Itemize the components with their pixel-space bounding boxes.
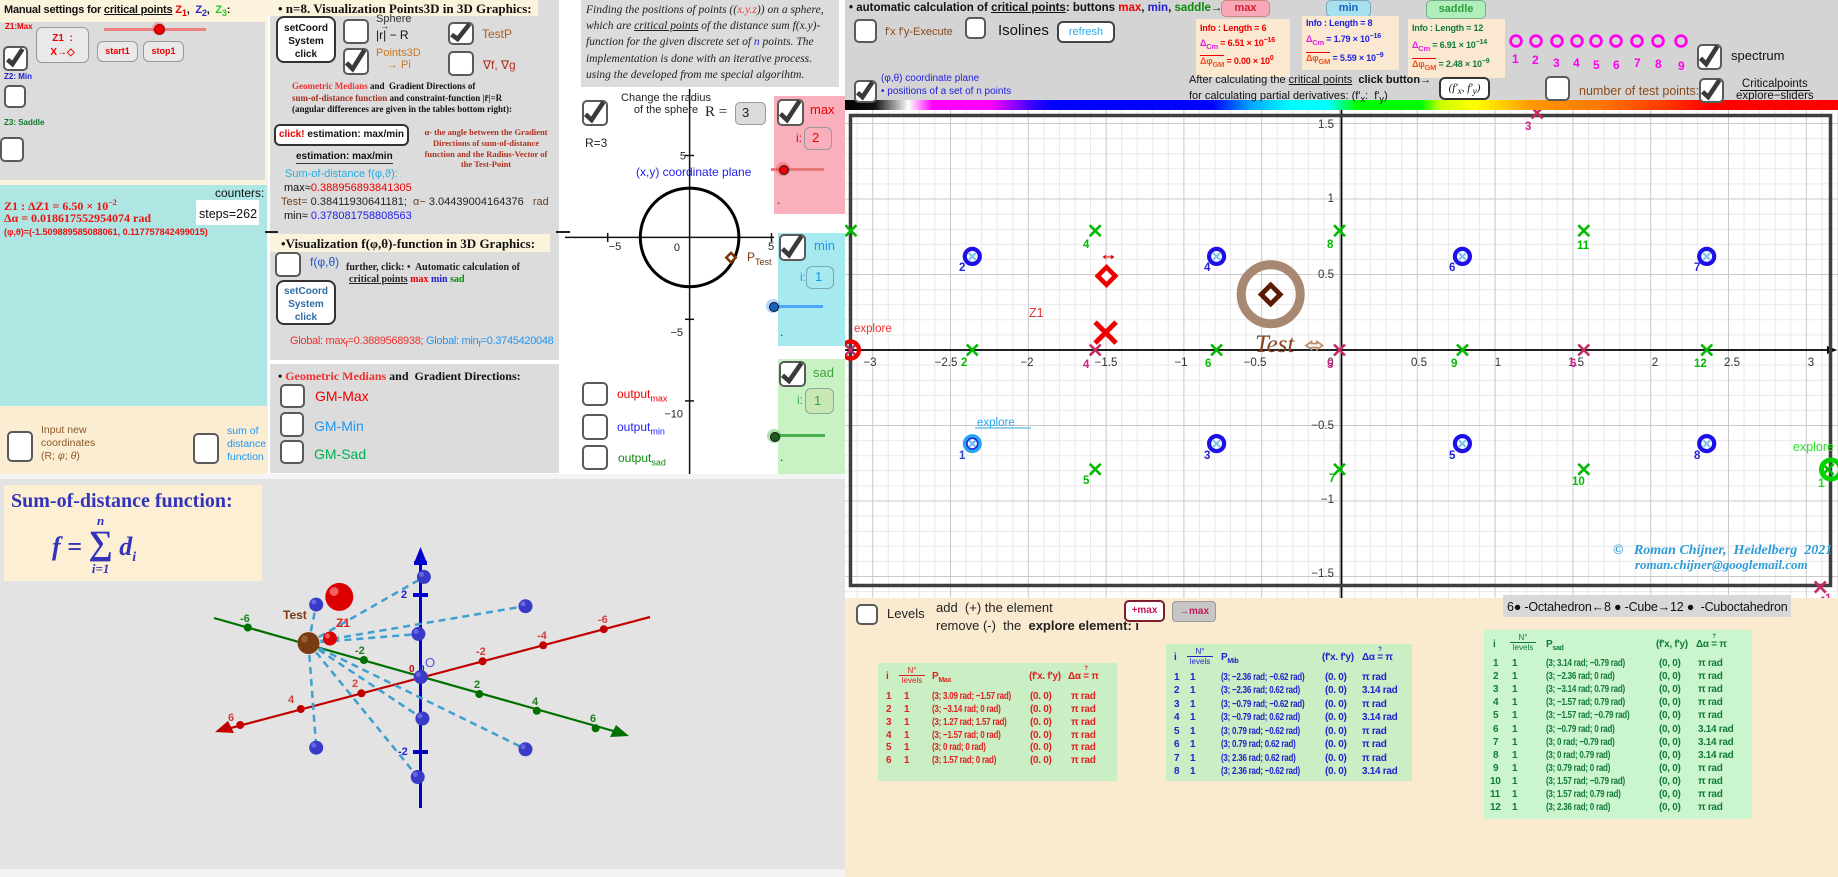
svg-text:3: 3 (1808, 357, 1814, 369)
svg-text:-4: -4 (537, 630, 548, 642)
svg-text:7: 7 (1634, 56, 1641, 70)
svg-text:2: 2 (959, 262, 965, 274)
svg-text:−5: −5 (609, 241, 622, 253)
svg-text:3: 3 (1204, 450, 1210, 462)
svg-text:5: 5 (1083, 475, 1090, 487)
svg-text:0.5: 0.5 (1318, 269, 1334, 281)
svg-text:0: 0 (1327, 357, 1333, 369)
svg-text:Z1: Z1 (1029, 306, 1044, 320)
svg-text:explore: explore (854, 323, 892, 335)
svg-text:-2: -2 (476, 646, 486, 658)
svg-text:4: 4 (532, 696, 539, 708)
svg-text:4: 4 (1083, 359, 1090, 371)
svg-text:4: 4 (1083, 239, 1090, 251)
svg-text:6: 6 (1570, 358, 1576, 370)
svg-text:0.5: 0.5 (1411, 357, 1427, 369)
svg-text:4: 4 (288, 694, 295, 706)
svg-text:-6: -6 (240, 613, 250, 625)
svg-text:−10: −10 (664, 409, 683, 421)
svg-text:2: 2 (1532, 53, 1539, 67)
svg-text:1.5: 1.5 (1568, 357, 1584, 369)
svg-text:9: 9 (1451, 358, 1457, 370)
svg-text:−0.5: −0.5 (1244, 357, 1267, 369)
svg-text:explore: explore (977, 417, 1015, 429)
svg-text:−5: −5 (670, 327, 683, 339)
svg-text:Test: Test (283, 608, 307, 622)
svg-text:2: 2 (352, 678, 358, 690)
svg-text:8: 8 (1655, 57, 1662, 71)
svg-text:−3: −3 (863, 357, 876, 369)
svg-text:−1.5: −1.5 (1311, 568, 1334, 580)
svg-text:5: 5 (768, 241, 774, 253)
svg-text:9: 9 (1678, 59, 1685, 73)
svg-text:12: 12 (1694, 358, 1707, 370)
svg-text:6: 6 (1205, 358, 1211, 370)
svg-text:-6: -6 (598, 614, 608, 626)
svg-text:5: 5 (1449, 450, 1456, 462)
svg-text:5: 5 (680, 151, 686, 163)
svg-text:10: 10 (1572, 476, 1585, 488)
svg-text:-2: -2 (355, 645, 365, 657)
svg-text:−2: −2 (1020, 357, 1033, 369)
svg-text:6: 6 (590, 713, 596, 725)
svg-text:6: 6 (1449, 262, 1455, 274)
svg-text:1: 1 (1495, 357, 1501, 369)
svg-text:1: 1 (1328, 193, 1334, 205)
svg-text:© Roman Chijner, Heidelberg: © Roman Chijner, Heidelberg 2021 (1613, 543, 1832, 558)
svg-text:-2: -2 (398, 746, 408, 758)
svg-text:0: 0 (419, 664, 425, 675)
svg-text:5: 5 (1327, 359, 1334, 371)
svg-text:4: 4 (1204, 262, 1211, 274)
svg-text:0: 0 (674, 242, 680, 254)
svg-text:0: 0 (409, 664, 415, 675)
svg-text:1: 1 (959, 450, 966, 462)
svg-text:4: 4 (1573, 56, 1580, 70)
svg-text:Test: Test (1255, 331, 1295, 358)
svg-text:2: 2 (961, 357, 967, 369)
svg-text:3: 3 (1553, 56, 1560, 70)
svg-text:2: 2 (474, 679, 480, 691)
svg-text:−1: −1 (1174, 357, 1187, 369)
svg-text:3: 3 (1525, 121, 1531, 133)
svg-text:1: 1 (1818, 476, 1825, 490)
svg-text:−2.5: −2.5 (935, 357, 958, 369)
svg-text:Z1: Z1 (336, 616, 350, 630)
svg-text:−1.5: −1.5 (1095, 357, 1118, 369)
svg-text:roman.chijner@googlemail.com: roman.chijner@googlemail.com (1635, 557, 1808, 572)
svg-text:8: 8 (1327, 239, 1334, 251)
svg-text:2: 2 (1652, 357, 1658, 369)
svg-text:6: 6 (1613, 58, 1620, 72)
svg-text:1: 1 (1820, 596, 1827, 598)
svg-text:7: 7 (1694, 262, 1700, 274)
svg-text:−0.5: −0.5 (1311, 420, 1334, 432)
svg-text:−1: −1 (1321, 494, 1334, 506)
svg-text:O: O (425, 655, 435, 670)
svg-text:6: 6 (228, 712, 234, 724)
svg-text:8: 8 (1694, 450, 1701, 462)
svg-text:2: 2 (401, 589, 407, 601)
svg-text:2.5: 2.5 (1724, 357, 1740, 369)
svg-text:1.5: 1.5 (1318, 119, 1334, 131)
svg-text:11: 11 (1577, 240, 1590, 252)
svg-text:5: 5 (1593, 58, 1600, 72)
svg-text:explore: explore (1793, 440, 1834, 454)
svg-text:1: 1 (1512, 52, 1519, 66)
svg-text:7: 7 (1329, 473, 1335, 485)
